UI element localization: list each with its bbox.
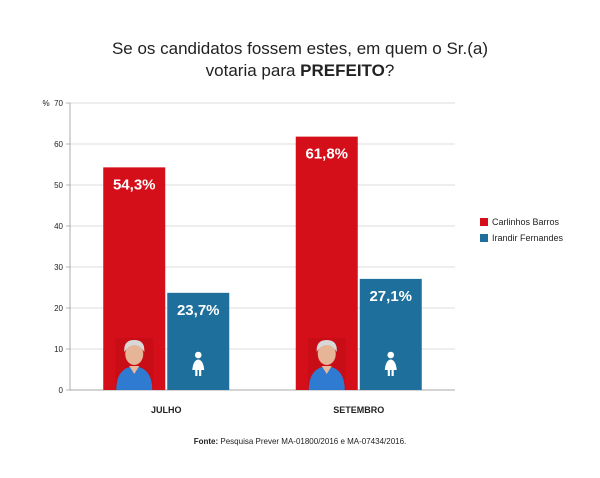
title-prefix: votaria para: [205, 61, 301, 80]
source-note: Fonte: Pesquisa Prever MA-01800/2016 e M…: [0, 437, 600, 446]
person-silhouette-leg: [391, 370, 394, 376]
x-tick-label: JULHO: [151, 405, 182, 415]
y-tick-label: 40: [54, 222, 63, 231]
title-suffix: ?: [384, 61, 395, 80]
y-tick-label: 0: [59, 386, 64, 395]
y-tick-label: 70: [54, 99, 63, 108]
y-tick-label: 30: [54, 263, 63, 272]
legend-label: Irandir Fernandes: [492, 233, 564, 243]
y-tick-label: 60: [54, 140, 63, 149]
y-tick-label: 10: [54, 345, 63, 354]
y-axis-label: %: [42, 99, 49, 108]
person-silhouette-body: [384, 359, 397, 370]
data-label: 54,3%: [113, 176, 156, 193]
candidate-neck: [321, 366, 332, 374]
candidate-face: [317, 343, 336, 365]
title-emphasis: PREFEITO: [300, 61, 385, 80]
data-label: 27,1%: [369, 288, 412, 305]
legend: Carlinhos Barros Irandir Fernandes: [480, 215, 563, 247]
data-label: 61,8%: [305, 146, 348, 163]
candidate-shirt: [116, 366, 153, 390]
x-tick-label: SETEMBRO: [333, 405, 384, 415]
source-label: Fonte:: [193, 437, 219, 446]
candidate-hair: [124, 340, 145, 352]
legend-item: Irandir Fernandes: [480, 231, 563, 245]
legend-swatch: [480, 234, 488, 242]
person-silhouette-icon: [194, 351, 202, 359]
legend-swatch: [480, 218, 488, 226]
y-tick-label: 50: [54, 181, 63, 190]
chart-title: Se os candidatos fossem estes, em quem o…: [0, 38, 600, 82]
y-tick-label: 20: [54, 304, 63, 313]
person-silhouette-leg: [199, 370, 202, 376]
data-label: 23,7%: [177, 302, 220, 319]
title-line-2: votaria para PREFEITO?: [0, 60, 600, 82]
person-silhouette-leg: [387, 370, 390, 376]
candidate-face: [125, 343, 144, 365]
title-line-1: Se os candidatos fossem estes, em quem o…: [111, 39, 489, 58]
legend-item: Carlinhos Barros: [480, 215, 563, 229]
bar-irandir-fernandes: [167, 292, 230, 390]
person-silhouette-body: [192, 359, 205, 370]
legend-label: Carlinhos Barros: [492, 217, 560, 227]
bar-irandir-fernandes: [359, 278, 422, 390]
candidate-neck: [129, 366, 140, 374]
candidate-hair: [316, 340, 337, 352]
person-silhouette-leg: [195, 370, 198, 376]
person-silhouette-icon: [387, 351, 395, 359]
candidate-shirt: [308, 366, 345, 390]
source-text: Pesquisa Prever MA-01800/2016 e MA-07434…: [218, 437, 407, 446]
